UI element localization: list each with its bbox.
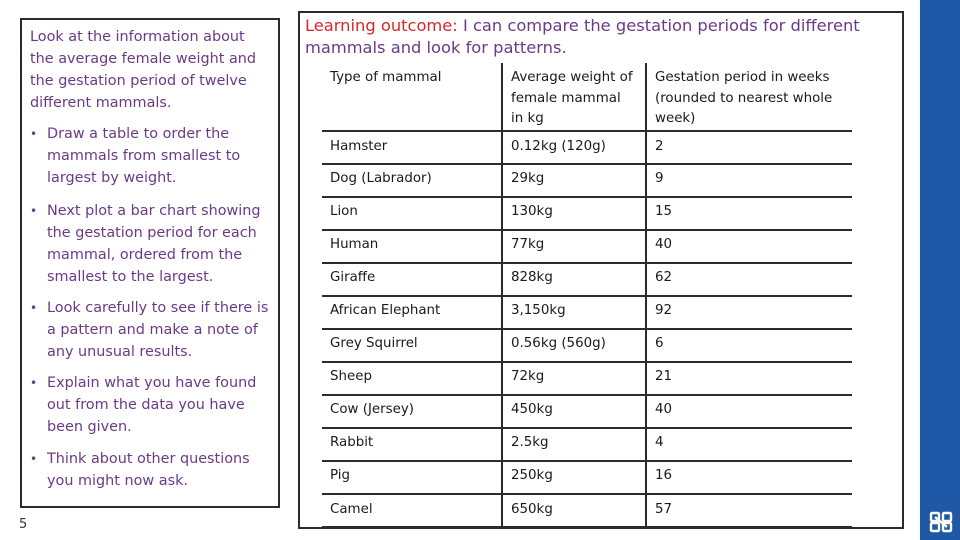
gestation-cell: 62	[645, 262, 852, 297]
mammal-cell: Dog (Labrador)	[322, 163, 502, 198]
learning-outcome-label: Learning outcome:	[305, 16, 458, 35]
mammal-cell: Cow (Jersey)	[322, 394, 502, 429]
table-row: Sheep 72kg 21	[322, 361, 852, 396]
column-header-gestation: Gestation period in weeks (rounded to ne…	[645, 63, 852, 132]
weight-cell: 0.12kg (120g)	[501, 130, 646, 165]
task-item: Look carefully to see if there is a patt…	[30, 297, 270, 363]
gestation-cell: 15	[645, 196, 852, 231]
weight-cell: 29kg	[501, 163, 646, 198]
weight-cell: 828kg	[501, 262, 646, 297]
mammal-cell: Rabbit	[322, 427, 502, 462]
weight-cell: 130kg	[501, 196, 646, 231]
mammal-table: Type of mammal Average weight of female …	[322, 63, 852, 528]
brand-logo-icon	[929, 511, 953, 533]
content-panel: Learning outcome: I can compare the gest…	[298, 11, 904, 529]
learning-outcome-text: I can compare the gestation periods for …	[305, 16, 860, 57]
table-row: Cow (Jersey) 450kg 40	[322, 394, 852, 429]
mammal-cell: Grey Squirrel	[322, 328, 502, 363]
weight-cell: 77kg	[501, 229, 646, 264]
instructions-panel: Look at the information about the averag…	[20, 18, 280, 508]
gestation-cell: 4	[645, 427, 852, 462]
instructions-intro: Look at the information about the averag…	[30, 29, 257, 111]
table-row: African Elephant 3,150kg 92	[322, 295, 852, 330]
column-header-weight: Average weight of female mammal in kg	[501, 63, 646, 132]
weight-cell: 450kg	[501, 394, 646, 429]
mammal-cell: Giraffe	[322, 262, 502, 297]
mammal-cell: Camel	[322, 493, 502, 528]
column-header-mammal: Type of mammal	[322, 63, 502, 132]
slide-number: 5	[19, 517, 28, 532]
gestation-cell: 57	[645, 493, 852, 528]
learning-outcome: Learning outcome: I can compare the gest…	[305, 15, 895, 59]
gestation-cell: 92	[645, 295, 852, 330]
table-row: Hamster 0.12kg (120g) 2	[322, 130, 852, 165]
gestation-cell: 40	[645, 229, 852, 264]
table-row: Pig 250kg 16	[322, 460, 852, 495]
mammal-cell: Sheep	[322, 361, 502, 396]
table-row: Giraffe 828kg 62	[322, 262, 852, 297]
brand-sidebar	[920, 0, 960, 540]
mammal-cell: Human	[322, 229, 502, 264]
mammal-cell: Pig	[322, 460, 502, 495]
weight-cell: 72kg	[501, 361, 646, 396]
table-header-row: Type of mammal Average weight of female …	[322, 63, 852, 132]
weight-cell: 250kg	[501, 460, 646, 495]
gestation-cell: 9	[645, 163, 852, 198]
table-row: Lion 130kg 15	[322, 196, 852, 231]
weight-cell: 0.56kg (560g)	[501, 328, 646, 363]
gestation-cell: 2	[645, 130, 852, 165]
task-item: Think about other questions you might no…	[30, 448, 270, 492]
gestation-cell: 6	[645, 328, 852, 363]
table-row: Grey Squirrel 0.56kg (560g) 6	[322, 328, 852, 363]
gestation-cell: 16	[645, 460, 852, 495]
task-item: Draw a table to order the mammals from s…	[30, 123, 270, 189]
weight-cell: 650kg	[501, 493, 646, 528]
gestation-cell: 21	[645, 361, 852, 396]
task-list: Draw a table to order the mammals from s…	[30, 123, 270, 492]
table-row: Rabbit 2.5kg 4	[322, 427, 852, 462]
task-item: Explain what you have found out from the…	[30, 372, 270, 438]
task-item: Next plot a bar chart showing the gestat…	[30, 200, 270, 288]
mammal-cell: Lion	[322, 196, 502, 231]
mammal-cell: Hamster	[322, 130, 502, 165]
table-row: Camel 650kg 57	[322, 493, 852, 528]
mammal-cell: African Elephant	[322, 295, 502, 330]
weight-cell: 3,150kg	[501, 295, 646, 330]
table-row: Dog (Labrador) 29kg 9	[322, 163, 852, 198]
gestation-cell: 40	[645, 394, 852, 429]
weight-cell: 2.5kg	[501, 427, 646, 462]
table-row: Human 77kg 40	[322, 229, 852, 264]
